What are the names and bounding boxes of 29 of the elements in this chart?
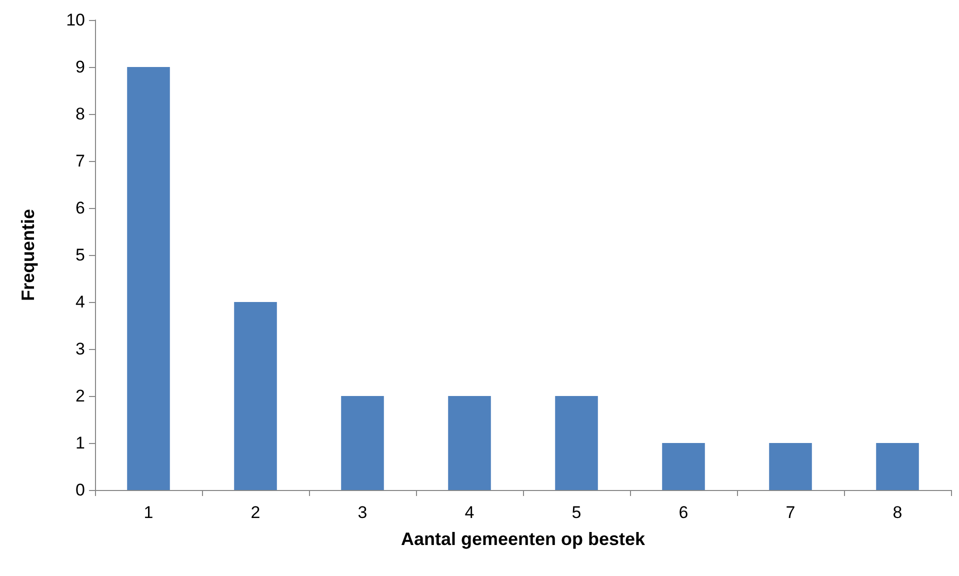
- bar: [341, 396, 384, 490]
- y-tick-label: 0: [76, 480, 85, 500]
- y-axis-title: Frequentie: [18, 208, 38, 302]
- y-tick-label: 3: [76, 340, 85, 358]
- x-tick-label: 4: [464, 503, 474, 522]
- x-tick-label: 7: [786, 503, 796, 522]
- x-tick-label: 6: [678, 503, 688, 522]
- y-tick-label: 9: [76, 58, 85, 76]
- x-tick-label: 2: [250, 503, 260, 522]
- bar: [662, 443, 705, 490]
- y-tick-label: 2: [76, 386, 85, 406]
- y-tick-label: 4: [76, 292, 85, 312]
- y-tick-label: 8: [76, 104, 85, 124]
- bar: [448, 396, 491, 490]
- x-tick-label: 3: [358, 503, 368, 522]
- y-tick-label: 7: [76, 152, 85, 170]
- bar: [876, 443, 919, 490]
- y-tick-label: 10: [66, 10, 85, 30]
- bar: [769, 443, 812, 490]
- bar: [555, 396, 598, 490]
- bar: [234, 302, 277, 490]
- x-tick-label: 5: [572, 503, 582, 522]
- y-tick-label: 1: [76, 434, 85, 452]
- x-axis-title: Aantal gemeenten op bestek: [400, 529, 646, 549]
- bar: [127, 67, 170, 490]
- x-tick-label: 1: [144, 503, 154, 522]
- y-tick-label: 6: [76, 198, 85, 218]
- x-tick-label: 8: [892, 503, 902, 522]
- y-tick-label: 5: [76, 246, 85, 264]
